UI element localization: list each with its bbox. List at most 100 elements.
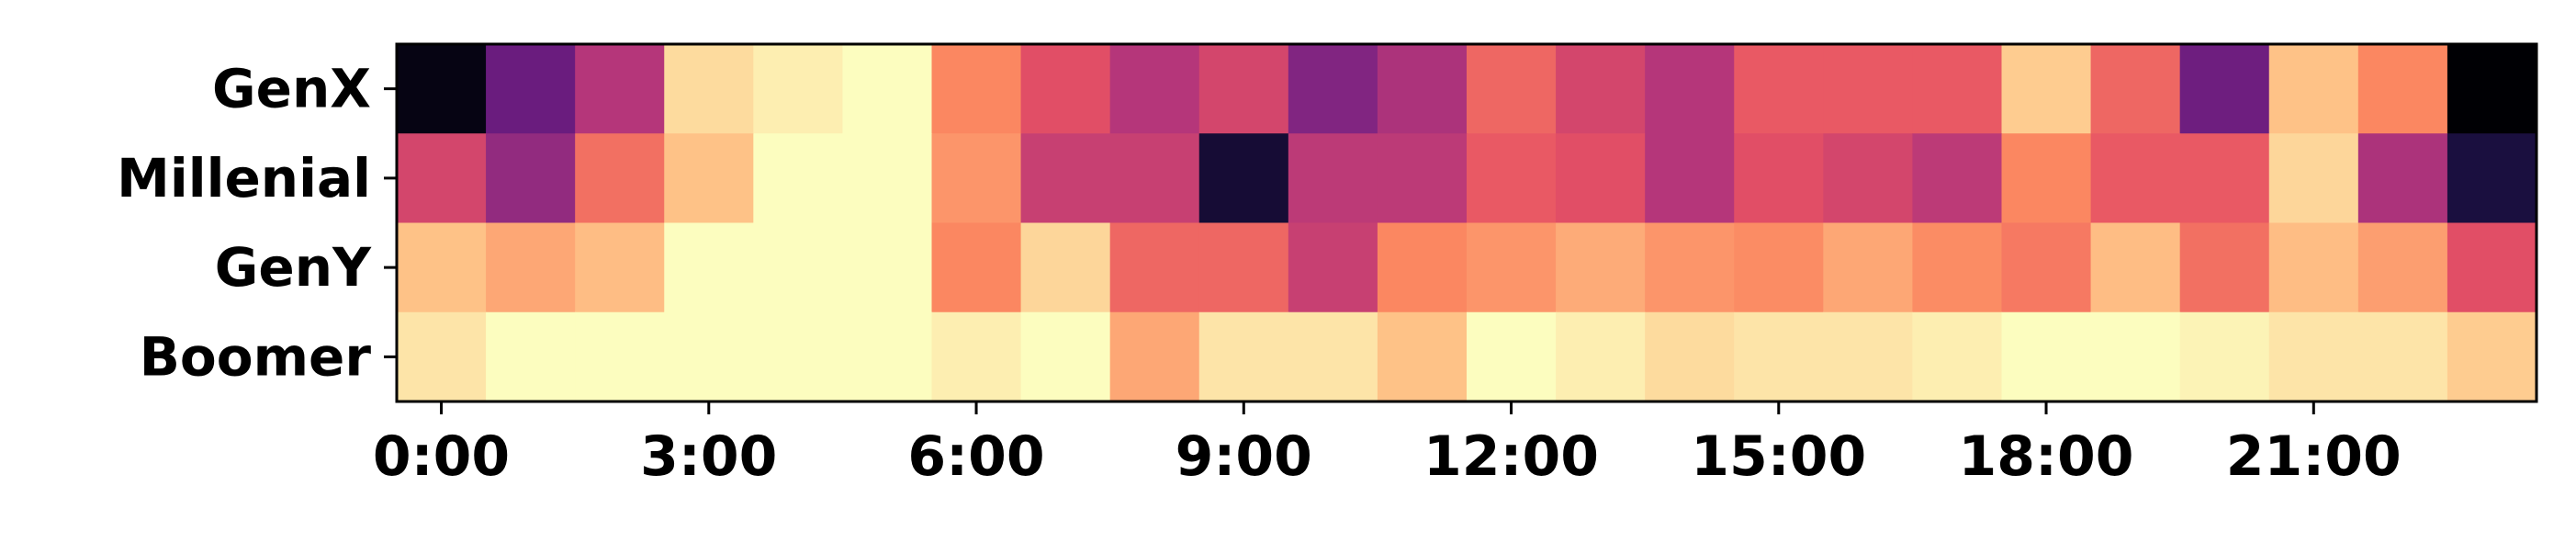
heatmap-cell-genx-12 xyxy=(1467,44,1557,134)
heatmap-cell-millenial-17 xyxy=(1912,133,2003,224)
heatmap-cell-genx-23 xyxy=(2447,44,2537,134)
heatmap-cell-geny-9 xyxy=(1198,222,1289,313)
y-tick-label: GenX xyxy=(212,58,371,120)
heatmap-cell-geny-8 xyxy=(1109,222,1200,313)
heatmap-cell-geny-4 xyxy=(753,222,844,313)
heatmap-cells xyxy=(397,44,2537,402)
heatmap-cell-genx-22 xyxy=(2357,44,2448,134)
heatmap-cell-geny-11 xyxy=(1377,222,1468,313)
heatmap-cell-geny-14 xyxy=(1645,222,1735,313)
heatmap-cell-genx-17 xyxy=(1912,44,2003,134)
heatmap-cell-genx-16 xyxy=(1823,44,1914,134)
x-tick-label: 15:00 xyxy=(1691,424,1866,489)
heatmap-cell-boomer-23 xyxy=(2447,311,2537,402)
heatmap-cell-genx-8 xyxy=(1109,44,1200,134)
heatmap-cell-boomer-11 xyxy=(1377,311,1468,402)
heatmap-cell-geny-7 xyxy=(1020,222,1111,313)
heatmap-cell-boomer-6 xyxy=(931,311,1022,402)
heatmap-cell-boomer-19 xyxy=(2090,311,2181,402)
heatmap-cell-genx-5 xyxy=(842,44,933,134)
heatmap-cell-millenial-1 xyxy=(486,133,576,224)
heatmap-cell-geny-16 xyxy=(1823,222,1914,313)
heatmap-cell-boomer-7 xyxy=(1020,311,1111,402)
heatmap-cell-boomer-2 xyxy=(575,311,665,402)
heatmap-cell-boomer-0 xyxy=(397,311,487,402)
heatmap-cell-boomer-14 xyxy=(1645,311,1735,402)
heatmap-cell-boomer-20 xyxy=(2179,311,2270,402)
heatmap-cell-boomer-5 xyxy=(842,311,933,402)
heatmap-cell-genx-7 xyxy=(1020,44,1111,134)
heatmap-cell-millenial-21 xyxy=(2268,133,2359,224)
heatmap-cell-millenial-4 xyxy=(753,133,844,224)
heatmap-cell-boomer-4 xyxy=(753,311,844,402)
heatmap-cell-genx-14 xyxy=(1645,44,1735,134)
heatmap-cell-boomer-15 xyxy=(1734,311,1824,402)
heatmap-cell-geny-5 xyxy=(842,222,933,313)
heatmap-cell-geny-22 xyxy=(2357,222,2448,313)
x-tick-label: 3:00 xyxy=(640,424,777,489)
heatmap-cell-boomer-9 xyxy=(1198,311,1289,402)
heatmap-cell-millenial-19 xyxy=(2090,133,2181,224)
plot-frame xyxy=(395,42,2538,403)
x-tick-label: 6:00 xyxy=(907,424,1044,489)
heatmap-cell-boomer-21 xyxy=(2268,311,2359,402)
heatmap-cell-genx-19 xyxy=(2090,44,2181,134)
x-tick-label: 0:00 xyxy=(373,424,510,489)
heatmap-cell-millenial-22 xyxy=(2357,133,2448,224)
heatmap-cell-millenial-10 xyxy=(1288,133,1378,224)
heatmap-cell-geny-17 xyxy=(1912,222,2003,313)
heatmap-cell-geny-3 xyxy=(664,222,754,313)
heatmap-cell-genx-0 xyxy=(397,44,487,134)
heatmap-cell-genx-1 xyxy=(486,44,576,134)
heatmap-cell-genx-10 xyxy=(1288,44,1378,134)
heatmap-cell-millenial-12 xyxy=(1467,133,1557,224)
heatmap-cell-geny-23 xyxy=(2447,222,2537,313)
heatmap-cell-geny-18 xyxy=(2001,222,2092,313)
heatmap-cell-millenial-20 xyxy=(2179,133,2270,224)
heatmap-cell-boomer-3 xyxy=(664,311,754,402)
heatmap-cell-genx-18 xyxy=(2001,44,2092,134)
heatmap-cell-boomer-13 xyxy=(1556,311,1646,402)
heatmap-cell-millenial-16 xyxy=(1823,133,1914,224)
heatmap-cell-geny-13 xyxy=(1556,222,1646,313)
heatmap-cell-boomer-10 xyxy=(1288,311,1378,402)
heatmap-cell-millenial-0 xyxy=(397,133,487,224)
heatmap-cell-genx-6 xyxy=(931,44,1022,134)
x-tick-label: 18:00 xyxy=(1959,424,2134,489)
heatmap-cell-geny-15 xyxy=(1734,222,1824,313)
y-tick-label: Boomer xyxy=(140,325,372,388)
heatmap-cell-millenial-6 xyxy=(931,133,1022,224)
heatmap-cell-genx-15 xyxy=(1734,44,1824,134)
heatmap-cell-boomer-1 xyxy=(486,311,576,402)
heatmap-cell-boomer-17 xyxy=(1912,311,2003,402)
heatmap-cell-geny-19 xyxy=(2090,222,2181,313)
heatmap-cell-genx-9 xyxy=(1198,44,1289,134)
heatmap-cell-boomer-8 xyxy=(1109,311,1200,402)
heatmap-cell-millenial-23 xyxy=(2447,133,2537,224)
heatmap-cell-genx-21 xyxy=(2268,44,2359,134)
heatmap-cell-millenial-14 xyxy=(1645,133,1735,224)
heatmap-cell-geny-1 xyxy=(486,222,576,313)
x-axis: 0:00 3:00 6:00 9:00 12:00 15:00 18:00 21:00 xyxy=(373,401,2402,489)
x-tick-label: 9:00 xyxy=(1176,424,1312,489)
heatmap-cell-boomer-12 xyxy=(1467,311,1557,402)
heatmap-cell-geny-21 xyxy=(2268,222,2359,313)
heatmap-cell-boomer-22 xyxy=(2357,311,2448,402)
heatmap-cell-boomer-16 xyxy=(1823,311,1914,402)
heatmap-cell-millenial-13 xyxy=(1556,133,1646,224)
heatmap-cell-geny-10 xyxy=(1288,222,1378,313)
heatmap-cell-genx-3 xyxy=(664,44,754,134)
x-tick-label: 12:00 xyxy=(1423,424,1599,489)
heatmap-cell-genx-11 xyxy=(1377,44,1468,134)
heatmap-cell-millenial-7 xyxy=(1020,133,1111,224)
heatmap-cell-geny-20 xyxy=(2179,222,2270,313)
heatmap-cell-millenial-5 xyxy=(842,133,933,224)
heatmap-cell-millenial-8 xyxy=(1109,133,1200,224)
heatmap-cell-millenial-2 xyxy=(575,133,665,224)
heatmap-cell-geny-6 xyxy=(931,222,1022,313)
heatmap-cell-geny-12 xyxy=(1467,222,1557,313)
heatmap-cell-genx-13 xyxy=(1556,44,1646,134)
heatmap-cell-millenial-15 xyxy=(1734,133,1824,224)
heatmap-cell-geny-2 xyxy=(575,222,665,313)
